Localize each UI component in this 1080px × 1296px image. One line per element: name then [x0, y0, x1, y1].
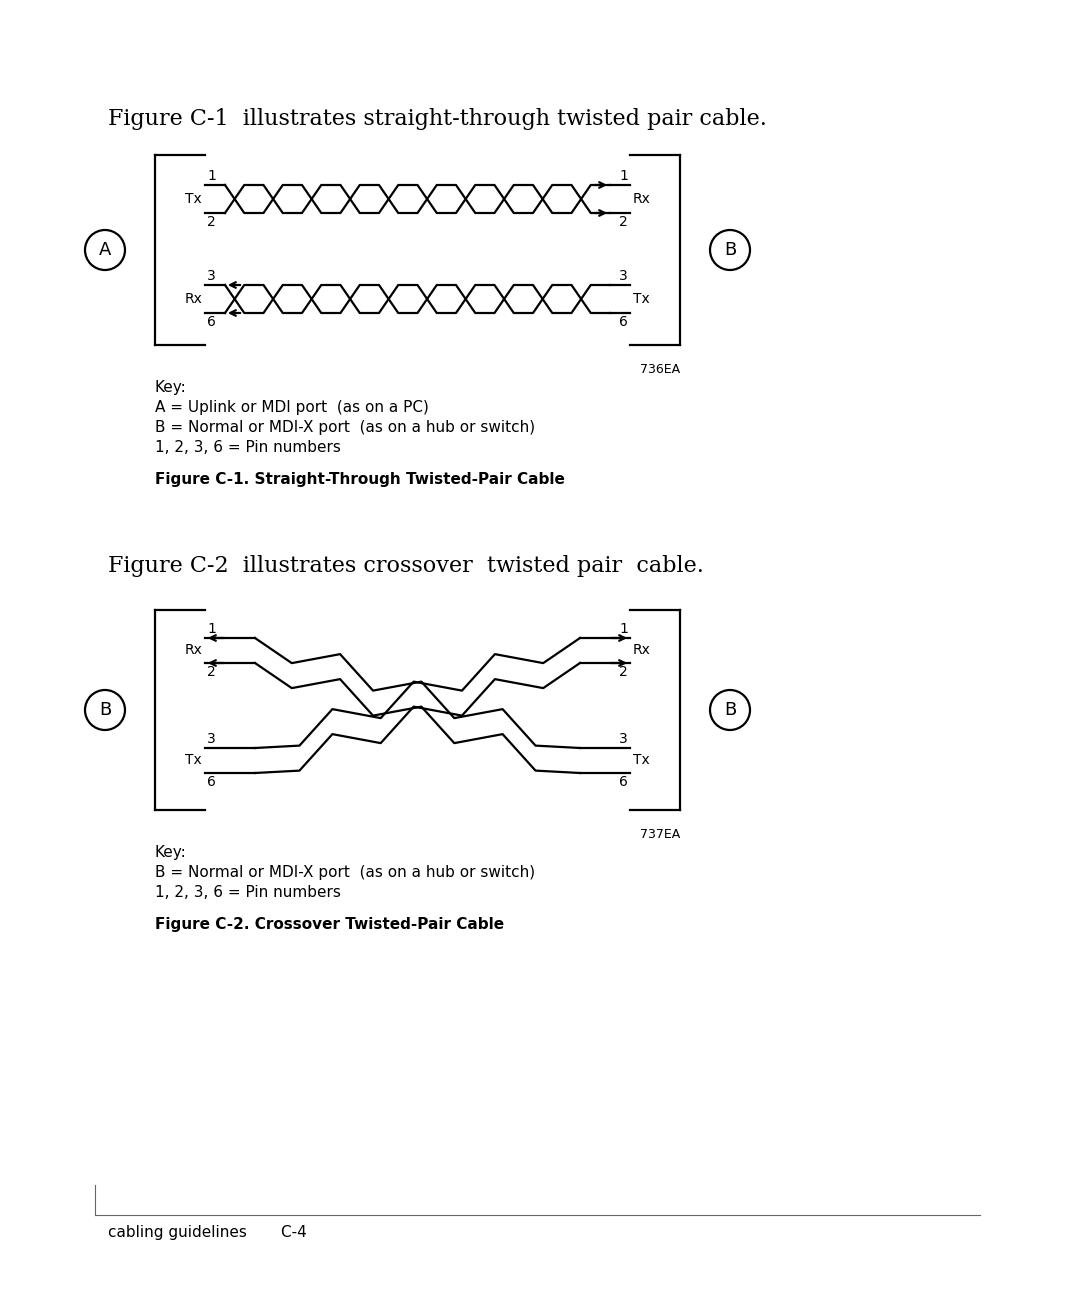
- Text: Figure C-1. Straight-Through Twisted-Pair Cable: Figure C-1. Straight-Through Twisted-Pai…: [156, 472, 565, 487]
- Text: 2: 2: [619, 665, 627, 679]
- Text: Tx: Tx: [186, 753, 202, 767]
- Text: 1, 2, 3, 6 = Pin numbers: 1, 2, 3, 6 = Pin numbers: [156, 441, 341, 455]
- Text: cabling guidelines       C-4: cabling guidelines C-4: [108, 1225, 307, 1240]
- Text: Key:: Key:: [156, 845, 187, 861]
- Text: 1: 1: [207, 622, 216, 636]
- Text: 2: 2: [207, 665, 216, 679]
- Text: B = Normal or MDI-X port  (as on a hub or switch): B = Normal or MDI-X port (as on a hub or…: [156, 864, 535, 880]
- Text: Rx: Rx: [633, 192, 651, 206]
- Text: Key:: Key:: [156, 380, 187, 395]
- Text: 6: 6: [207, 315, 216, 329]
- Text: Rx: Rx: [184, 292, 202, 306]
- Text: Figure C-2  illustrates crossover  twisted pair  cable.: Figure C-2 illustrates crossover twisted…: [108, 555, 704, 577]
- Text: A: A: [98, 241, 111, 259]
- Text: Tx: Tx: [186, 192, 202, 206]
- Text: B: B: [99, 701, 111, 719]
- Text: 6: 6: [619, 315, 627, 329]
- Text: 736EA: 736EA: [639, 363, 680, 376]
- Text: 2: 2: [619, 215, 627, 229]
- Text: Rx: Rx: [633, 644, 651, 657]
- Text: Rx: Rx: [184, 644, 202, 657]
- Text: 2: 2: [207, 215, 216, 229]
- Text: 3: 3: [619, 270, 627, 283]
- Text: Figure C-2. Crossover Twisted-Pair Cable: Figure C-2. Crossover Twisted-Pair Cable: [156, 918, 504, 932]
- Text: 737EA: 737EA: [639, 828, 680, 841]
- Text: B: B: [724, 701, 737, 719]
- Text: 1: 1: [619, 622, 627, 636]
- Text: B: B: [724, 241, 737, 259]
- Text: B = Normal or MDI-X port  (as on a hub or switch): B = Normal or MDI-X port (as on a hub or…: [156, 420, 535, 435]
- Text: 6: 6: [619, 775, 627, 789]
- Text: 3: 3: [207, 732, 216, 746]
- Text: 3: 3: [619, 732, 627, 746]
- Text: 3: 3: [207, 270, 216, 283]
- Text: A = Uplink or MDI port  (as on a PC): A = Uplink or MDI port (as on a PC): [156, 400, 429, 415]
- Text: 1: 1: [619, 168, 627, 183]
- Text: Tx: Tx: [633, 292, 650, 306]
- Text: 1: 1: [207, 168, 216, 183]
- Text: Figure C-1  illustrates straight-through twisted pair cable.: Figure C-1 illustrates straight-through …: [108, 108, 767, 130]
- Text: 6: 6: [207, 775, 216, 789]
- Text: 1, 2, 3, 6 = Pin numbers: 1, 2, 3, 6 = Pin numbers: [156, 885, 341, 899]
- Text: Tx: Tx: [633, 753, 650, 767]
